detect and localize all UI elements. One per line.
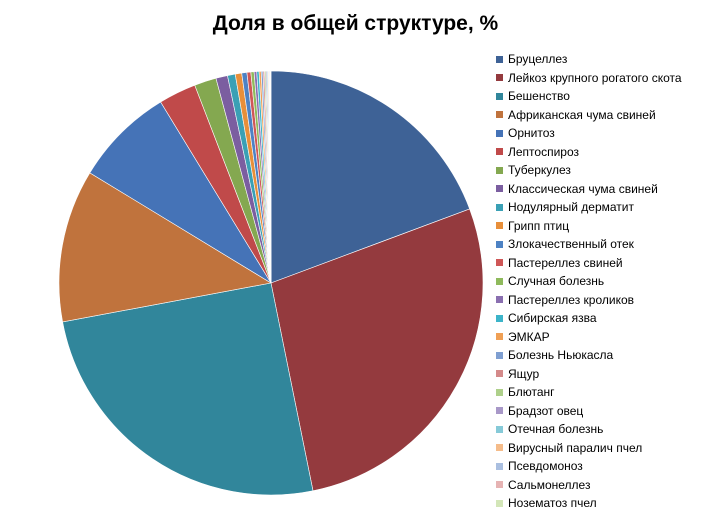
legend-label: Псевдомоноз — [508, 459, 583, 473]
legend-label: Африканская чума свиней — [508, 107, 656, 122]
legend-label: ЭМКАР — [508, 329, 550, 344]
chart-title: Доля в общей структуре, % — [212, 12, 499, 35]
legend-swatch — [496, 351, 503, 359]
legend-item: Орнитоз — [496, 124, 682, 143]
legend-item: Болезнь Ньюкасла — [496, 346, 682, 365]
legend-item: Отечная болезнь — [496, 420, 682, 439]
legend-swatch — [496, 277, 503, 285]
legend-label: Блютанг — [508, 385, 555, 399]
legend-label: Отечная болезнь — [508, 422, 604, 436]
legend-label: Нодулярный дерматит — [508, 200, 634, 214]
legend-swatch — [496, 296, 503, 304]
pie-slices — [58, 70, 484, 496]
legend-swatch — [496, 148, 503, 156]
legend-label: Туберкулез — [508, 163, 571, 177]
legend-swatch — [496, 259, 503, 267]
pie-slice-4 — [58, 172, 272, 323]
legend-item: Сальмонеллез — [496, 476, 682, 495]
legend-item: Брадзот овец — [496, 402, 682, 421]
legend-label: Вирусный паралич пчел — [508, 440, 643, 455]
legend-label: Грипп птиц — [508, 218, 570, 233]
legend-label: Нозематоз пчел — [508, 496, 597, 510]
legend-swatch — [496, 462, 503, 470]
legend-item: ЭМКАР — [496, 328, 682, 347]
legend-label: Пастереллез свиней — [508, 255, 623, 270]
legend-swatch — [496, 203, 503, 211]
legend-item: Пастереллез свиней — [496, 254, 682, 273]
legend-item: Пастереллез кроликов — [496, 291, 682, 310]
legend: Бруцеллез Лейкоз крупного рогатого скота Б… — [496, 50, 682, 513]
legend-swatch — [496, 240, 503, 248]
pie-slice-25 — [270, 70, 272, 284]
legend-label: Лейкоз крупного рогатого скота — [508, 70, 682, 85]
legend-label: Брадзот овец — [508, 403, 584, 418]
legend-swatch — [496, 407, 503, 415]
legend-item: Нозематоз пчел — [496, 494, 682, 513]
legend-swatch — [496, 370, 503, 378]
legend-swatch — [496, 92, 503, 100]
legend-item: Бруцеллез — [496, 50, 682, 69]
legend-item: Ящур — [496, 365, 682, 384]
legend-swatch — [496, 499, 503, 507]
legend-swatch — [496, 74, 503, 82]
legend-item: Туберкулез — [496, 161, 682, 180]
legend-label: Орнитоз — [508, 126, 555, 140]
pie-slice-5 — [89, 101, 272, 284]
legend-label: Злокачественный отек — [508, 237, 634, 251]
legend-label: Лептоспироз — [508, 144, 579, 159]
legend-swatch — [496, 388, 503, 396]
legend-swatch — [496, 314, 503, 322]
legend-swatch — [496, 444, 503, 452]
legend-item: Бешенство — [496, 87, 682, 106]
legend-item: Вирусный паралич пчел — [496, 439, 682, 458]
legend-swatch — [496, 111, 503, 119]
legend-swatch — [496, 222, 503, 230]
legend-item: Лейкоз крупного рогатого скота — [496, 69, 682, 88]
legend-label: Бешенство — [508, 89, 570, 103]
legend-item: Случная болезнь — [496, 272, 682, 291]
legend-item: Африканская чума свиней — [496, 106, 682, 125]
pie-slice-3 — [62, 282, 314, 496]
legend-label: Классическая чума свиней — [508, 181, 658, 196]
legend-item: Грипп птиц — [496, 217, 682, 236]
legend-item: Лептоспироз — [496, 143, 682, 162]
legend-swatch — [496, 481, 503, 489]
legend-label: Пастереллез кроликов — [508, 292, 635, 307]
legend-item: Блютанг — [496, 383, 682, 402]
legend-item: Сибирская язва — [496, 309, 682, 328]
legend-label: Случная болезнь — [508, 274, 605, 288]
legend-swatch — [496, 55, 503, 63]
pie-slice-2 — [270, 208, 484, 492]
pie-slice-1 — [270, 70, 471, 284]
legend-label: Сальмонеллез — [508, 477, 591, 492]
legend-swatch — [496, 185, 503, 193]
legend-item: Классическая чума свиней — [496, 180, 682, 199]
legend-swatch — [496, 166, 503, 174]
legend-label: Бруцеллез — [508, 52, 568, 66]
legend-item: Нодулярный дерматит — [496, 198, 682, 217]
legend-swatch — [496, 129, 503, 137]
legend-item: Псевдомоноз — [496, 457, 682, 476]
legend-swatch — [496, 333, 503, 341]
legend-label: Болезнь Ньюкасла — [508, 348, 614, 362]
legend-swatch — [496, 425, 503, 433]
legend-item: Злокачественный отек — [496, 235, 682, 254]
legend-label: Сибирская язва — [508, 311, 597, 325]
legend-label: Ящур — [508, 366, 540, 381]
